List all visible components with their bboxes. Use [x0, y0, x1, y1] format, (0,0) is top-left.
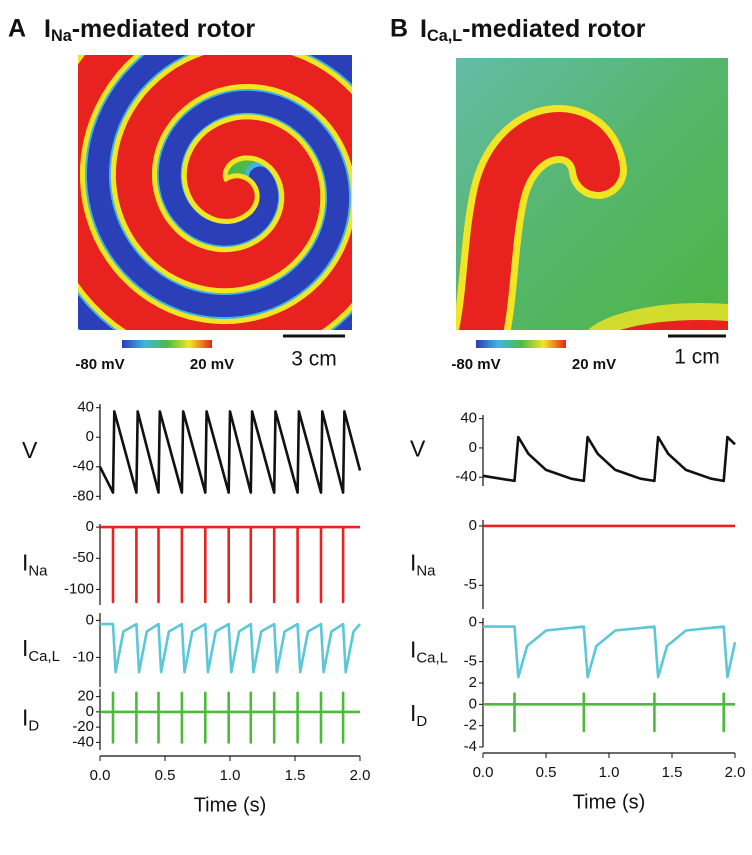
y-axis-label-part: Na: [416, 562, 436, 579]
panel-title: ICa,L-mediated rotor: [420, 15, 646, 46]
y-axis-label-part: I: [410, 637, 416, 663]
y-axis-label-part: I: [22, 550, 28, 576]
y-tick-label: -20: [72, 718, 94, 735]
y-axis-label: ICa,L: [410, 637, 448, 667]
y-tick-label: 0: [469, 695, 477, 712]
y-tick-label: -5: [464, 653, 477, 670]
y-axis-label-part: V: [410, 436, 426, 462]
y-tick-label: 0: [86, 428, 94, 445]
x-tick-label: 0.0: [90, 767, 111, 784]
rotor-map: [456, 58, 728, 330]
x-tick-label: 1.0: [599, 764, 620, 781]
y-tick-label: -50: [72, 549, 94, 566]
y-tick-label: 40: [77, 399, 94, 416]
y-axis-label-part: D: [28, 717, 39, 734]
colorbar-label: 20 mV: [190, 356, 234, 373]
panel-letter: B: [390, 15, 408, 43]
y-axis-label-part: Ca,L: [416, 649, 448, 666]
x-tick-label: 1.0: [220, 767, 241, 784]
y-axis-label-part: V: [22, 437, 38, 463]
y-axis-label-part: Ca,L: [28, 648, 60, 665]
y-tick-label: 0: [469, 439, 477, 456]
trace: [100, 525, 360, 604]
y-axis-label: V: [410, 436, 426, 462]
x-tick-label: 2.0: [350, 767, 371, 784]
rotor-map: [78, 55, 352, 330]
y-axis-label-part: D: [416, 713, 427, 730]
scale-label: 3 cm: [291, 348, 337, 371]
trace: [100, 622, 361, 674]
colorbar-label: 20 mV: [572, 356, 616, 373]
panel-title-part: Na: [51, 27, 73, 45]
y-tick-label: 2: [469, 674, 477, 691]
x-tick-label: 1.5: [662, 764, 683, 781]
trace: [483, 692, 735, 733]
x-tick-label: 1.5: [285, 767, 306, 784]
y-tick-label: 0: [86, 611, 94, 628]
y-tick-label: -5: [464, 576, 477, 593]
y-tick-label: -2: [464, 717, 477, 734]
y-tick-label: 40: [460, 410, 477, 427]
trace: [100, 691, 360, 744]
y-axis-label: ID: [22, 705, 39, 735]
x-axis-label: Time (s): [573, 791, 646, 813]
y-axis-label-part: Na: [28, 562, 48, 579]
panel-title-part: -mediated rotor: [72, 15, 256, 43]
colorbar: [122, 340, 212, 348]
y-tick-label: -80: [72, 487, 94, 504]
panel-title-part: I: [420, 15, 427, 43]
y-tick-label: 0: [469, 614, 477, 631]
y-axis-label-part: I: [410, 700, 416, 726]
panel-title: INa-mediated rotor: [44, 15, 255, 46]
y-axis-label: INa: [22, 550, 48, 580]
y-tick-label: -40: [72, 733, 94, 750]
y-axis-label: V: [22, 437, 38, 463]
x-tick-label: 2.0: [725, 764, 746, 781]
colorbar-label: -80 mV: [451, 356, 500, 373]
y-tick-label: 0: [86, 518, 94, 535]
y-axis-label: ID: [410, 700, 427, 730]
y-axis-label-part: I: [410, 550, 416, 576]
y-axis-label-part: I: [22, 705, 28, 731]
panel-title-part: -mediated rotor: [462, 15, 646, 43]
colorbar: [476, 340, 566, 348]
panel-letter: A: [8, 15, 26, 43]
y-tick-label: -4: [464, 738, 477, 755]
colorbar-label: -80 mV: [75, 356, 124, 373]
y-tick-label: 0: [86, 703, 94, 720]
y-tick-label: -100: [64, 580, 94, 597]
y-tick-label: -10: [72, 648, 94, 665]
x-tick-label: 0.5: [155, 767, 176, 784]
y-tick-label: -40: [72, 458, 94, 475]
panel-title-part: Ca,L: [427, 27, 462, 45]
panel-title-part: I: [44, 15, 51, 43]
y-axis-label-part: I: [22, 635, 28, 661]
y-axis-label: ICa,L: [22, 635, 60, 665]
trace: [98, 410, 362, 494]
y-tick-label: -40: [455, 468, 477, 485]
x-axis-label: Time (s): [194, 794, 267, 816]
trace: [483, 625, 737, 679]
y-tick-label: 20: [77, 688, 94, 705]
spiral-arm: [78, 55, 352, 330]
scale-label: 1 cm: [674, 346, 720, 369]
x-tick-label: 0.0: [473, 764, 494, 781]
y-tick-label: 0: [469, 517, 477, 534]
y-axis-label: INa: [410, 550, 436, 580]
spiral-arm: [78, 55, 352, 330]
x-tick-label: 0.5: [536, 764, 557, 781]
trace: [482, 435, 736, 483]
